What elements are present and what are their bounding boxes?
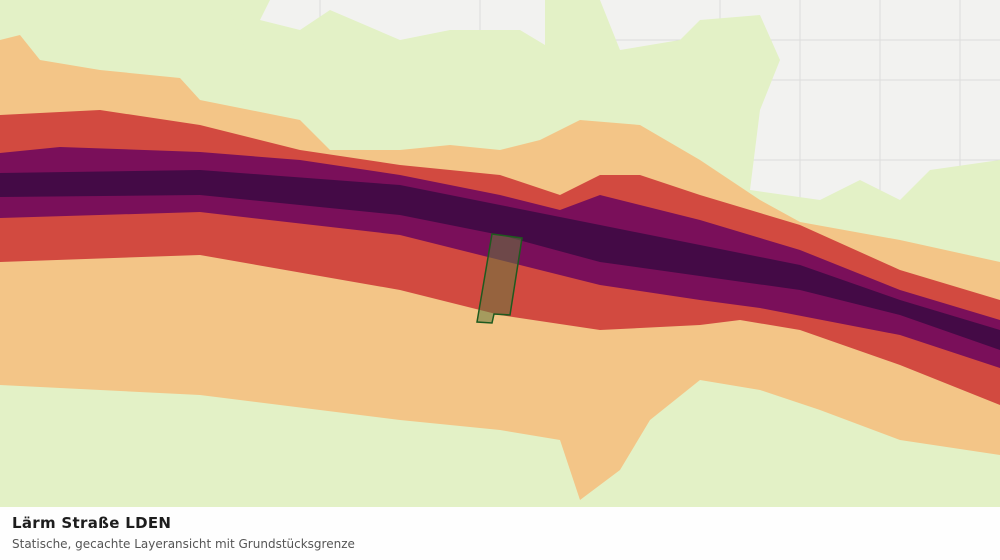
legend-footer: Lärm Straße LDEN Statische, gecachte Lay… — [0, 507, 1000, 560]
parcel-boundary — [476, 233, 523, 324]
title: Lärm Straße LDEN — [12, 514, 172, 532]
green-area — [0, 0, 250, 60]
noise-band-75 — [0, 170, 1000, 350]
subtitle: Statische, gecachte Layeransicht mit Gru… — [12, 537, 355, 551]
noise-map — [0, 0, 1000, 507]
